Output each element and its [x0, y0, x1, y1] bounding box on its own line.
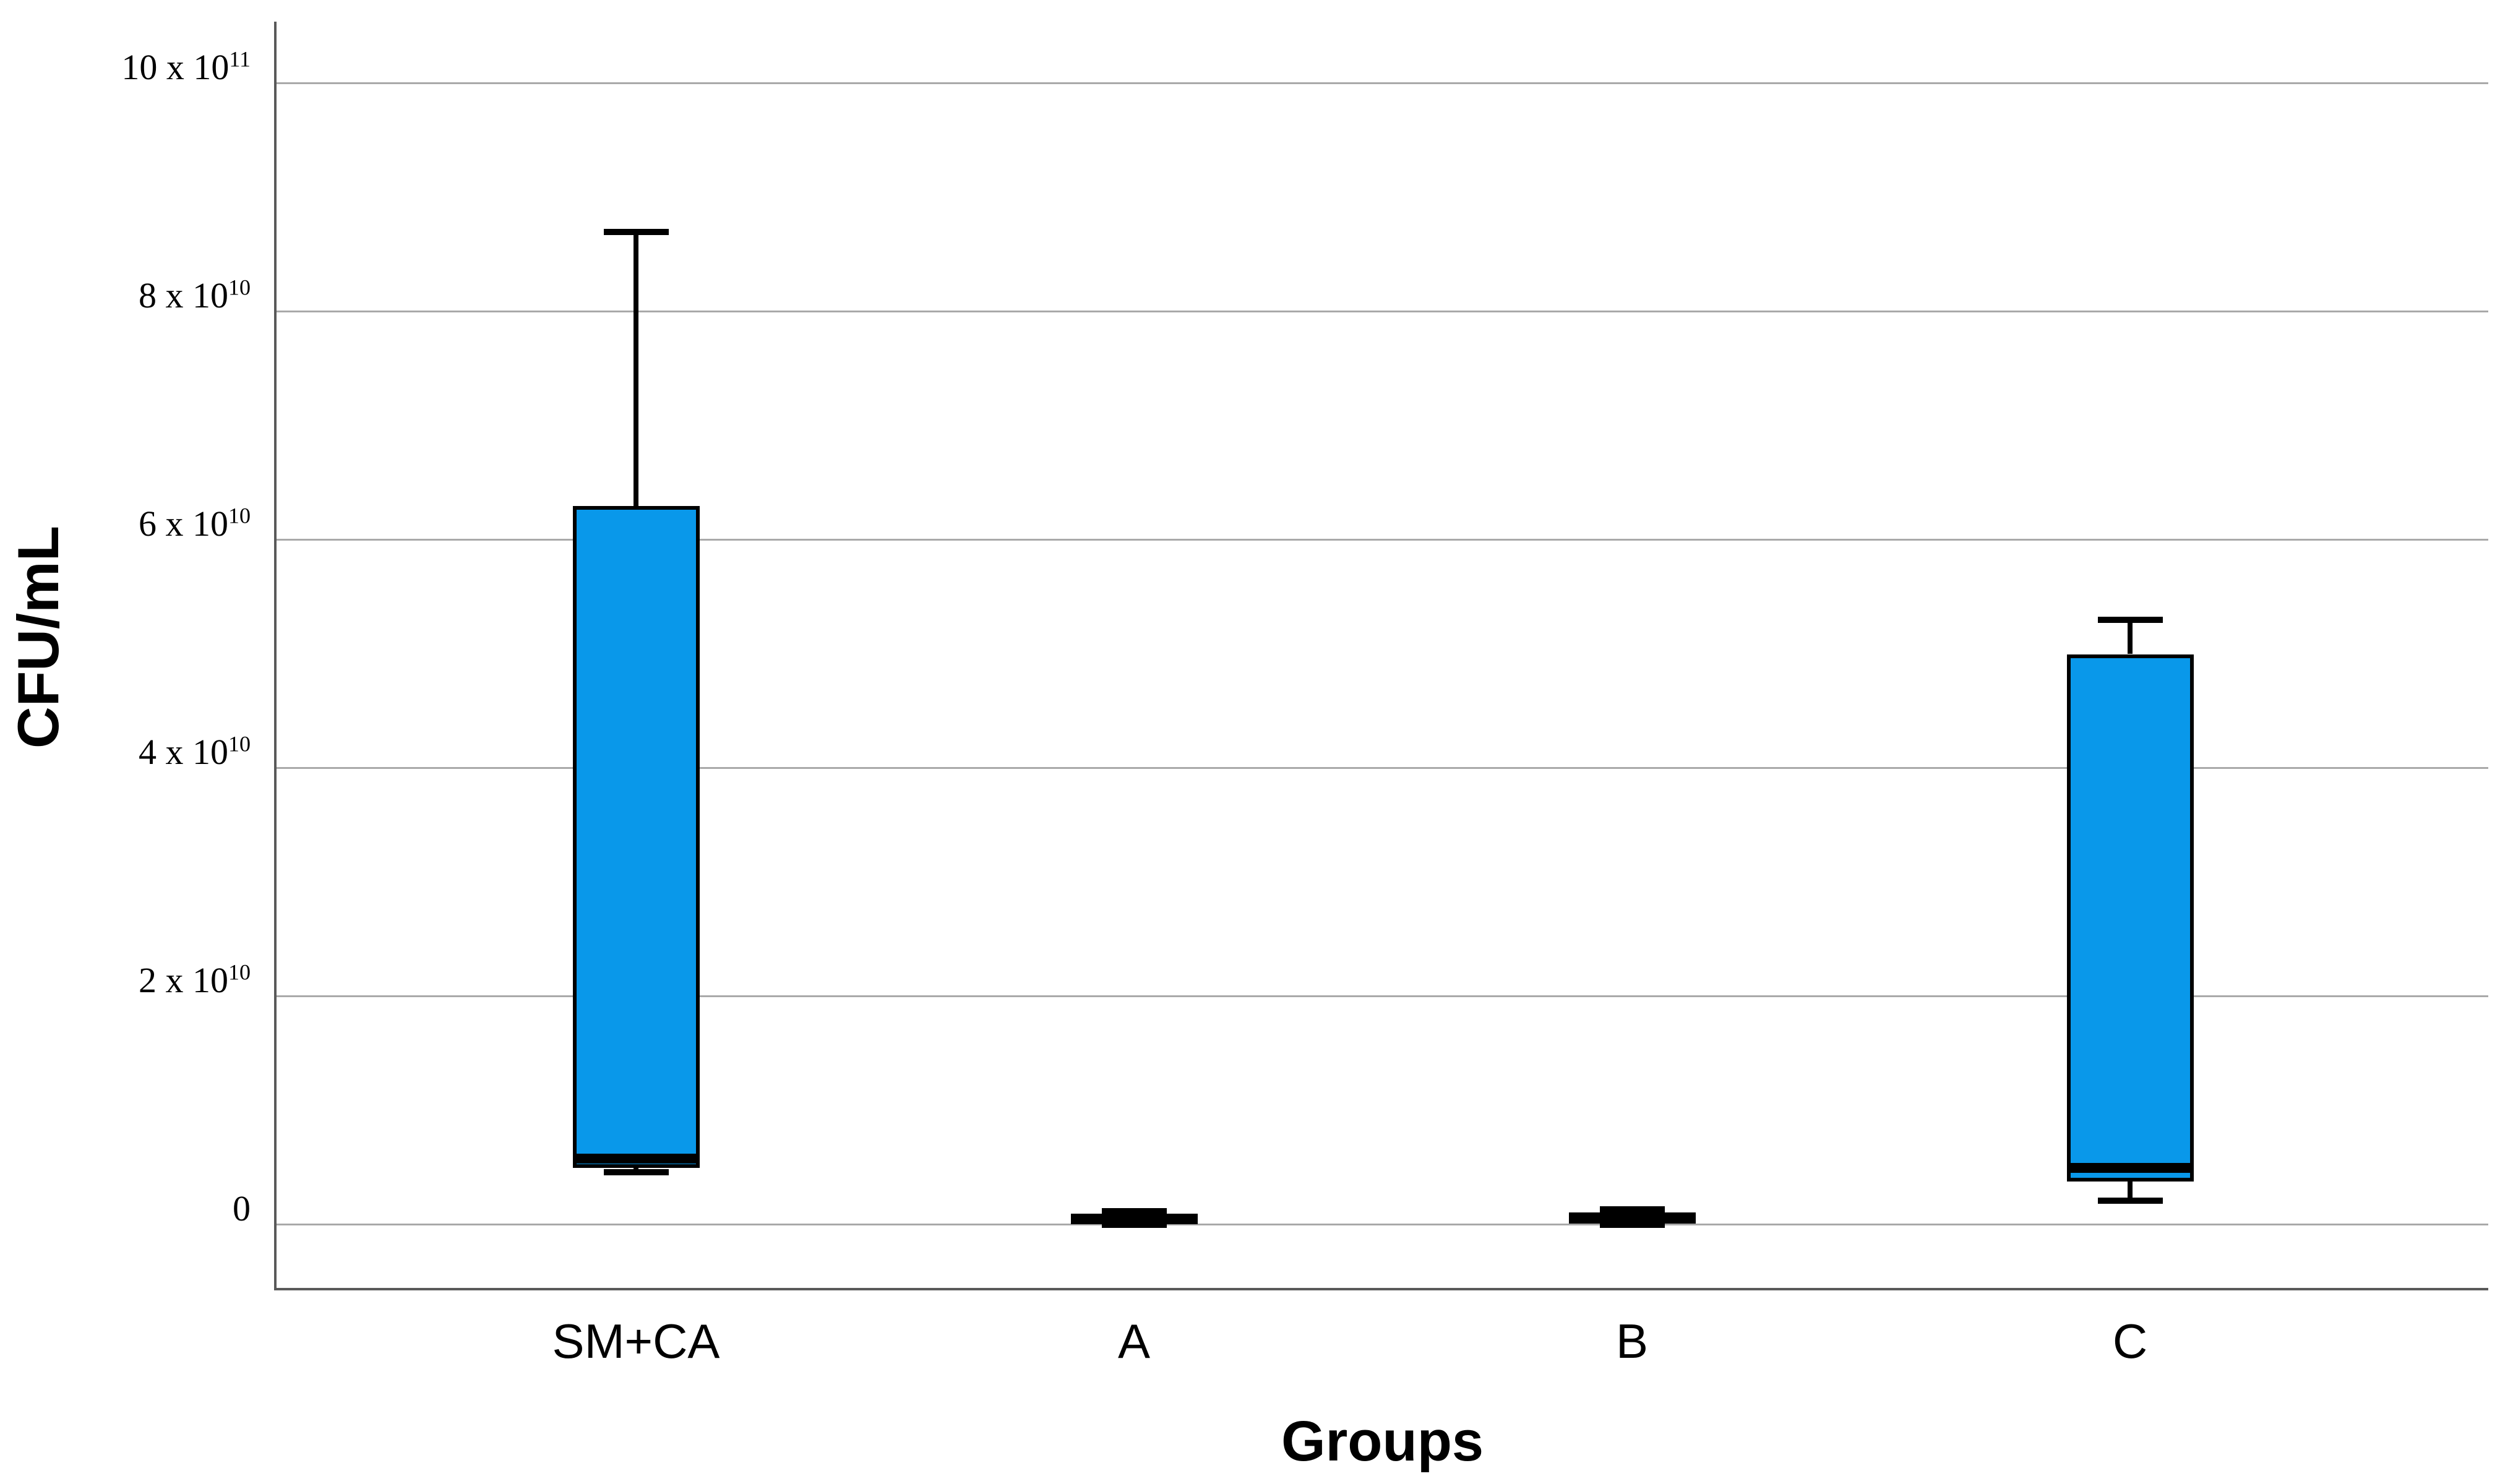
- gridline: [277, 82, 2488, 84]
- x-tick-label: C: [2112, 1314, 2148, 1368]
- upper-whisker-line: [2128, 620, 2133, 654]
- median-line: [2066, 1162, 2194, 1173]
- x-tick-label: SM+CA: [552, 1314, 720, 1368]
- x-axis-title: Groups: [1281, 1410, 1484, 1473]
- gridline: [277, 767, 2488, 769]
- lower-whisker-cap: [1101, 1222, 1167, 1228]
- upper-whisker-cap: [1599, 1206, 1665, 1213]
- x-tick-label: B: [1615, 1314, 1649, 1368]
- median-line: [1568, 1213, 1696, 1224]
- gridline: [277, 311, 2488, 312]
- lower-whisker-cap: [1599, 1222, 1665, 1228]
- gridline: [277, 995, 2488, 997]
- gridline: [277, 539, 2488, 541]
- y-tick-label: 6 x 1010: [139, 503, 251, 544]
- gridline: [277, 1224, 2488, 1225]
- median-line: [1070, 1214, 1198, 1224]
- y-tick-label: 4 x 1010: [139, 731, 251, 772]
- lower-whisker-cap: [2097, 1198, 2163, 1204]
- upper-whisker-cap: [603, 228, 669, 235]
- lower-whisker-line: [2128, 1181, 2133, 1201]
- lower-whisker-cap: [603, 1169, 669, 1176]
- median-line: [572, 1153, 700, 1164]
- box: [2066, 654, 2194, 1182]
- upper-whisker-line: [634, 231, 638, 506]
- y-tick-label: 8 x 1010: [139, 275, 251, 315]
- upper-whisker-cap: [1101, 1207, 1167, 1214]
- y-tick-label: 10 x 1011: [121, 46, 251, 87]
- y-tick-label: 2 x 1010: [139, 959, 251, 1000]
- x-tick-label: A: [1117, 1314, 1151, 1368]
- box: [572, 505, 700, 1168]
- y-axis-line: [274, 22, 277, 1288]
- y-tick-label: 0: [233, 1188, 251, 1229]
- x-axis-line: [274, 1288, 2488, 1290]
- upper-whisker-cap: [2097, 617, 2163, 624]
